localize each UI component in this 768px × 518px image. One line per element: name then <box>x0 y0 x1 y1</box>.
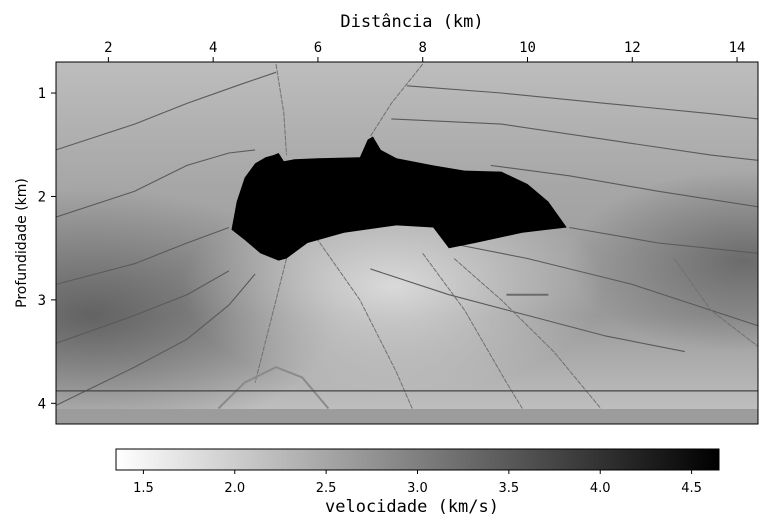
x-tick-label-4: 4 <box>209 40 217 56</box>
colorbar-tick-label-4: 4.0 <box>590 481 611 496</box>
x-tick-label-6: 6 <box>314 40 322 56</box>
plot-frame <box>55 61 759 425</box>
fault-line-5 <box>422 253 523 409</box>
fault-line-6 <box>453 258 602 409</box>
horizon-line-9 <box>448 242 758 327</box>
y-axis-ticks: 1 2 3 4 <box>38 86 56 412</box>
x-axis-ticks: 2 4 6 8 10 12 14 <box>104 40 745 62</box>
x-axis-title: Distância (km) <box>340 12 483 32</box>
fault-line-7 <box>673 258 758 347</box>
x-tick-label-8: 8 <box>418 40 426 56</box>
fault-line-2 <box>369 63 424 137</box>
colorbar-title: velocidade (km/s) <box>325 497 499 517</box>
x-tick-label-14: 14 <box>729 40 746 56</box>
y-tick-label-4: 4 <box>38 396 46 412</box>
salt-body <box>231 136 567 261</box>
colorbar-gradient <box>115 448 720 471</box>
horizon-line-11 <box>56 273 256 406</box>
fault-line-1 <box>275 64 287 156</box>
colorbar-tick-label-3.5: 3.5 <box>499 481 520 496</box>
horizon-line-10 <box>370 268 685 353</box>
horizon-line-2 <box>56 149 256 218</box>
horizon-line-7 <box>490 164 758 208</box>
y-axis-title: Profundidade (km) <box>14 178 30 308</box>
horizon-line-3 <box>56 226 230 285</box>
colorbar-ticks: 1.5 2.0 2.5 3.0 3.5 4.0 4.5 <box>133 470 702 496</box>
y-tick-label-1: 1 <box>38 86 46 102</box>
y-tick-label-3: 3 <box>38 293 46 309</box>
y-tick-label-2: 2 <box>38 189 46 205</box>
fault-line-3 <box>254 258 287 383</box>
x-tick-label-2: 2 <box>104 40 112 56</box>
x-tick-label-12: 12 <box>624 40 641 56</box>
x-tick-label-10: 10 <box>519 40 536 56</box>
colorbar-tick-label-4.5: 4.5 <box>681 481 702 496</box>
horizon-line-4 <box>56 270 230 344</box>
colorbar-tick-label-1.5: 1.5 <box>133 481 154 496</box>
horizon-lines <box>56 71 758 406</box>
colorbar-tick-label-2.5: 2.5 <box>316 481 337 496</box>
horizon-line-5 <box>406 85 758 120</box>
sediment-centre <box>56 62 758 424</box>
plot-area <box>56 62 758 424</box>
horizon-line-8 <box>569 226 758 254</box>
colorbar: 1.5 2.0 2.5 3.0 3.5 4.0 4.5 velocidade (km/s) <box>115 448 720 517</box>
colorbar-tick-label-2: 2.0 <box>224 481 245 496</box>
colorbar-tick-label-3: 3.0 <box>407 481 428 496</box>
bottom-layer <box>56 409 758 424</box>
horizon-line-6 <box>391 118 758 161</box>
horizon-line-1 <box>56 71 277 151</box>
